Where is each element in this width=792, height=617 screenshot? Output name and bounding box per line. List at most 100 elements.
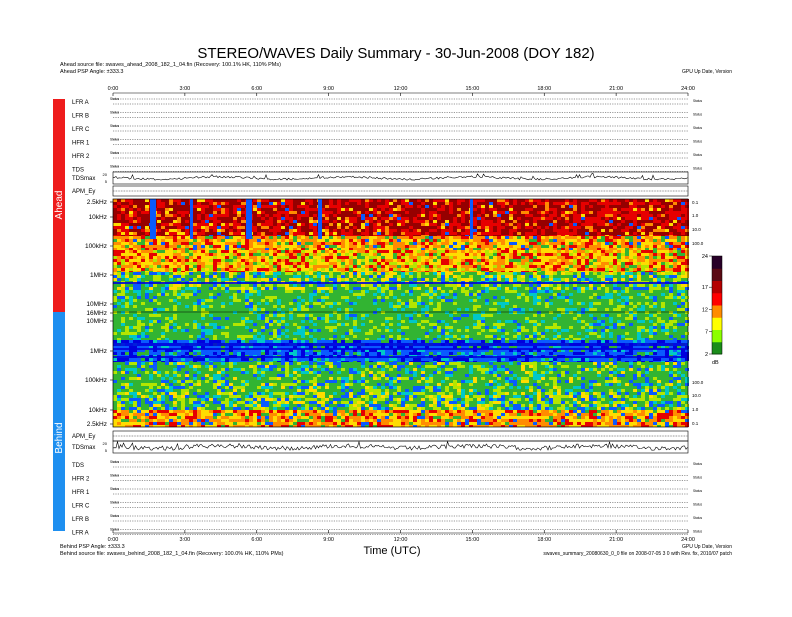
- spectrogram-cell: [289, 245, 293, 248]
- spectrogram-cell: [233, 262, 237, 265]
- spectrogram-cell: [201, 214, 205, 217]
- spectrogram-cell: [421, 220, 425, 223]
- spectrogram-cell: [133, 299, 137, 302]
- spectrogram-cell: [569, 311, 573, 314]
- spectrogram-cell: [185, 259, 189, 262]
- spectrogram-cell: [605, 278, 609, 281]
- spectrogram-cell: [253, 232, 257, 235]
- spectrogram-cell: [129, 245, 133, 248]
- spectrogram-cell: [241, 265, 245, 268]
- spectrogram-cell: [521, 232, 525, 235]
- spectrogram-cell: [449, 314, 453, 317]
- spectrogram-cell: [489, 208, 493, 211]
- spectrogram-cell: [181, 250, 185, 253]
- spectrogram-cell: [341, 248, 345, 250]
- spectrogram-cell: [269, 278, 273, 281]
- spectrogram-cell: [685, 296, 689, 299]
- spectrogram-cell: [293, 205, 297, 208]
- spectrogram-cell: [161, 326, 165, 329]
- spectrogram-cell: [681, 290, 685, 293]
- spectrogram-cell: [417, 275, 421, 278]
- spectrogram-cell: [329, 202, 333, 205]
- spectrogram-cell: [425, 205, 429, 208]
- spectrogram-cell: [165, 223, 169, 226]
- spectrogram-cell: [669, 284, 673, 287]
- spectrogram-cell: [477, 229, 481, 232]
- spectrogram-cell: [453, 262, 457, 265]
- spectrogram-cell: [657, 256, 661, 259]
- spectrogram-cell: [177, 256, 181, 259]
- spectrogram-cell: [597, 245, 601, 248]
- spectrogram-cell: [645, 262, 649, 265]
- spectrogram-cell: [669, 320, 673, 323]
- spectrogram-cell: [541, 256, 545, 259]
- spectrogram-cell: [185, 202, 189, 205]
- spectrogram-cell: [165, 293, 169, 296]
- spectrogram-cell: [261, 271, 265, 272]
- spectrogram-cell: [169, 202, 173, 205]
- spectrogram-cell: [485, 223, 489, 226]
- spectrogram-cell: [401, 232, 405, 235]
- spectrogram-cell: [161, 205, 165, 208]
- spectrogram-cell: [389, 205, 393, 208]
- spectrogram-cell: [657, 220, 661, 223]
- spectrogram-cell: [565, 217, 569, 220]
- spectrogram-cell: [461, 259, 465, 262]
- spectrogram-cell: [573, 271, 577, 272]
- spectrogram-cell: [497, 287, 501, 290]
- spectrogram-cell: [153, 259, 157, 262]
- spectrogram-cell: [321, 271, 325, 272]
- spectrogram-cell: [537, 265, 541, 268]
- spectrogram-cell: [453, 311, 457, 314]
- spectrogram-cell: [429, 299, 433, 302]
- spectrogram-cell: [337, 262, 341, 265]
- spectrogram-cell: [501, 329, 505, 332]
- spectrogram-cell: [325, 214, 329, 217]
- spectrogram-cell: [345, 208, 349, 211]
- spectrogram-cell: [197, 199, 201, 202]
- spectrogram-cell: [557, 236, 561, 239]
- spectrogram-cell: [669, 323, 673, 326]
- ahead-trace-tick-upper: 20: [103, 172, 108, 177]
- spectrogram-cell: [517, 242, 521, 245]
- spectrogram-cell: [141, 220, 145, 223]
- spectrogram-cell: [469, 262, 473, 265]
- spectrogram-cell: [465, 217, 469, 220]
- spectrogram-cell: [541, 242, 545, 245]
- spectrogram-cell: [633, 275, 637, 278]
- spectrogram-cell: [661, 245, 665, 248]
- spectrogram-cell: [221, 284, 225, 287]
- spectrogram-cell: [189, 262, 193, 265]
- spectrogram-cell: [429, 236, 433, 239]
- spectrogram-cell: [525, 236, 529, 239]
- spectrogram-cell: [501, 248, 505, 250]
- spectrogram-cell: [313, 217, 317, 220]
- spectrogram-cell: [197, 235, 201, 236]
- spectrogram-cell: [581, 271, 585, 272]
- spectrogram-cell: [181, 211, 185, 214]
- spectrogram-cell: [165, 268, 169, 271]
- behind-tdsmax-label: TDSmax: [72, 445, 95, 451]
- spectrogram-cell: [389, 208, 393, 211]
- spectrogram-cell: [677, 199, 681, 202]
- spectrogram-cell: [569, 302, 573, 305]
- spectrogram-cell: [433, 287, 437, 290]
- spectrogram-cell: [429, 208, 433, 211]
- spectrogram-cell: [477, 202, 481, 205]
- spectrogram-cell: [529, 199, 533, 202]
- spectrogram-cell: [637, 226, 641, 229]
- spectrogram-cell: [173, 235, 177, 236]
- spectrogram-cell: [593, 323, 597, 326]
- spectrogram-cell: [209, 268, 213, 271]
- spectrogram-cell: [293, 268, 297, 271]
- spectrogram-cell: [225, 256, 229, 259]
- spectrogram-cell: [277, 217, 281, 220]
- spectrogram-cell: [637, 250, 641, 253]
- spectrogram-cell: [577, 208, 581, 211]
- spectrogram-cell: [621, 223, 625, 226]
- spectrogram-cell: [121, 199, 125, 202]
- spectrogram-cell: [257, 293, 261, 296]
- spectrogram-cell: [677, 226, 681, 229]
- ahead-panel-right-status: Status: [693, 113, 702, 117]
- spectrogram-cell: [173, 317, 177, 320]
